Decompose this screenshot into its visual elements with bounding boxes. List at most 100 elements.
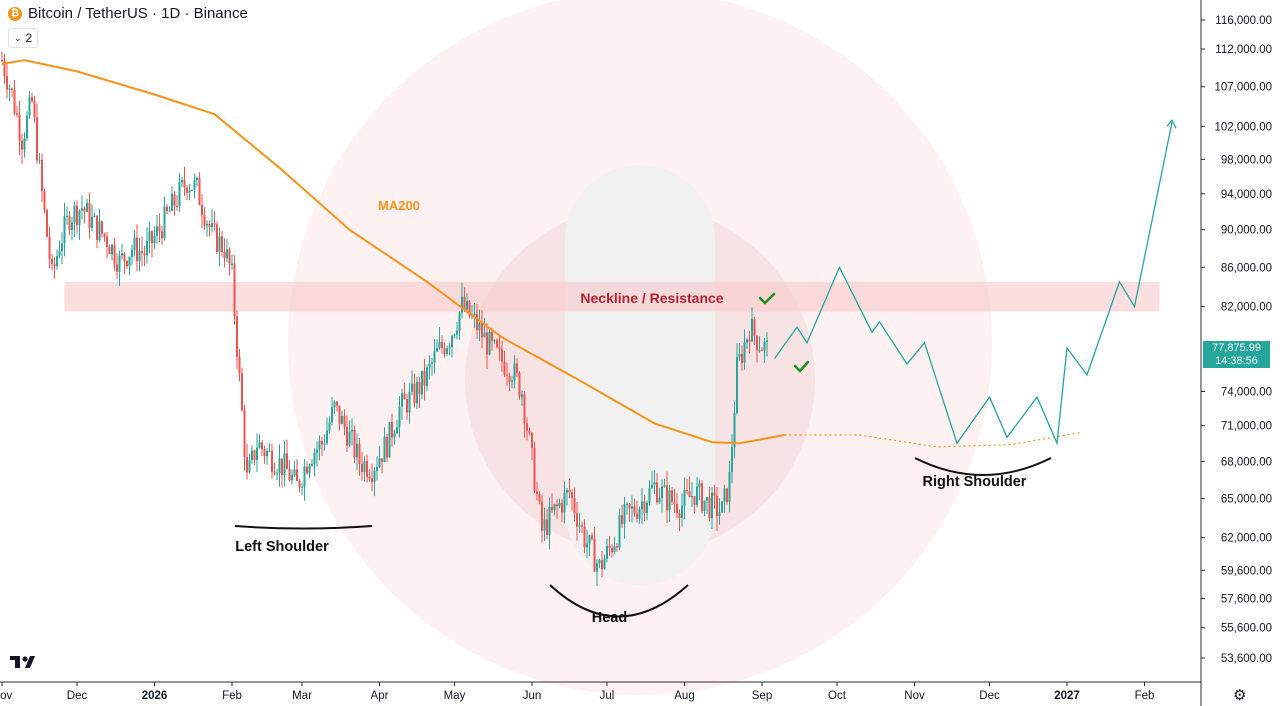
candle-body bbox=[13, 89, 16, 114]
candle-body bbox=[398, 406, 401, 428]
candle-body bbox=[518, 372, 521, 397]
candle-body bbox=[718, 512, 721, 517]
candle-body bbox=[58, 251, 61, 257]
candle-body bbox=[463, 296, 466, 310]
symbol-header[interactable]: ₿ Bitcoin / TetherUS · 1D · Binance bbox=[8, 5, 248, 22]
indicator-collapse-button[interactable]: ⌄ 2 bbox=[8, 28, 39, 48]
candle-body bbox=[138, 251, 141, 262]
candle-body bbox=[351, 430, 353, 432]
candle-body bbox=[766, 340, 768, 342]
candle-body bbox=[598, 560, 601, 564]
candle-body bbox=[521, 394, 523, 397]
price-tick-label: 116,000.00 bbox=[1215, 15, 1272, 27]
candle-body bbox=[393, 433, 396, 438]
candle-body bbox=[106, 236, 108, 247]
candle-body bbox=[456, 330, 458, 335]
candle-body bbox=[628, 503, 631, 509]
candle-body bbox=[536, 491, 538, 494]
candle-body bbox=[581, 525, 583, 527]
candle-body bbox=[116, 264, 118, 273]
candle-body bbox=[408, 391, 411, 413]
candle-body bbox=[566, 489, 568, 493]
candle-body bbox=[741, 353, 743, 363]
candle-body bbox=[378, 458, 381, 467]
candle-body bbox=[458, 312, 461, 331]
candle-body bbox=[101, 221, 103, 234]
candle-body bbox=[436, 347, 438, 352]
candle-body bbox=[186, 187, 188, 193]
candle-body bbox=[666, 485, 668, 511]
candle-body bbox=[533, 447, 536, 492]
candle-body bbox=[596, 563, 598, 572]
candle-body bbox=[306, 466, 308, 474]
price-tick-label: 59,600.00 bbox=[1221, 565, 1272, 577]
candle-body bbox=[728, 472, 731, 502]
candle-body bbox=[31, 97, 33, 101]
candle-body bbox=[478, 322, 481, 331]
last-price-value: 77,875.99 bbox=[1212, 342, 1261, 354]
candle-body bbox=[491, 332, 493, 341]
candle-body bbox=[93, 215, 96, 217]
candle-body bbox=[48, 236, 51, 259]
price-tick-label: 107,000.00 bbox=[1214, 82, 1272, 94]
candle-body bbox=[146, 240, 148, 256]
pattern-arc bbox=[914, 457, 1052, 476]
candle-body bbox=[646, 502, 648, 514]
candle-body bbox=[543, 519, 546, 531]
candle-body bbox=[241, 373, 243, 411]
candle-body bbox=[483, 332, 486, 338]
candle-body bbox=[736, 357, 738, 414]
candle-body bbox=[248, 460, 251, 473]
candles bbox=[1, 51, 768, 586]
candle-body bbox=[288, 469, 291, 481]
candle-body bbox=[16, 113, 18, 115]
candle-body bbox=[573, 497, 576, 514]
candle-body bbox=[688, 491, 691, 498]
candle-body bbox=[686, 489, 688, 492]
candle-body bbox=[363, 461, 366, 473]
candle-body bbox=[548, 506, 551, 535]
candle-body bbox=[591, 535, 593, 540]
candle-body bbox=[513, 363, 516, 381]
candle-body bbox=[668, 490, 671, 511]
candle-body bbox=[601, 560, 603, 570]
candle-body bbox=[128, 256, 131, 267]
candle-body bbox=[83, 208, 86, 212]
candle-body bbox=[676, 503, 678, 514]
price-tick-label: 82,000.00 bbox=[1221, 302, 1272, 314]
time-tick-label: Jun bbox=[523, 690, 542, 702]
gear-icon[interactable]: ⚙ bbox=[1233, 687, 1247, 704]
candle-body bbox=[158, 226, 161, 232]
candle-body bbox=[121, 253, 123, 256]
candle-body bbox=[506, 374, 508, 376]
candle-body bbox=[553, 504, 556, 511]
candle-body bbox=[403, 393, 406, 400]
candle-body bbox=[753, 319, 756, 336]
candle-body bbox=[266, 450, 268, 457]
candle-body bbox=[373, 470, 376, 482]
price-tick-label: 102,000.00 bbox=[1214, 121, 1272, 133]
candle-body bbox=[263, 449, 266, 457]
candle-body bbox=[78, 210, 81, 226]
candle-body bbox=[621, 515, 623, 524]
candle-body bbox=[693, 496, 696, 505]
candle-body bbox=[33, 100, 36, 118]
candle-body bbox=[68, 215, 71, 230]
candle-body bbox=[716, 495, 718, 517]
candle-body bbox=[561, 503, 563, 513]
candle-body bbox=[11, 88, 13, 90]
candle-body bbox=[328, 422, 331, 431]
time-tick-label: 2026 bbox=[142, 690, 168, 702]
candle-body bbox=[18, 114, 21, 141]
candle-body bbox=[211, 223, 213, 228]
candle-body bbox=[206, 223, 208, 226]
tradingview-logo-icon[interactable] bbox=[10, 654, 40, 670]
candle-body bbox=[356, 443, 358, 458]
time-tick-label: 2027 bbox=[1054, 690, 1080, 702]
candle-body bbox=[501, 348, 503, 362]
candle-body bbox=[481, 322, 483, 338]
candle-body bbox=[293, 469, 296, 475]
candle-body bbox=[251, 450, 253, 461]
candle-body bbox=[213, 223, 216, 225]
